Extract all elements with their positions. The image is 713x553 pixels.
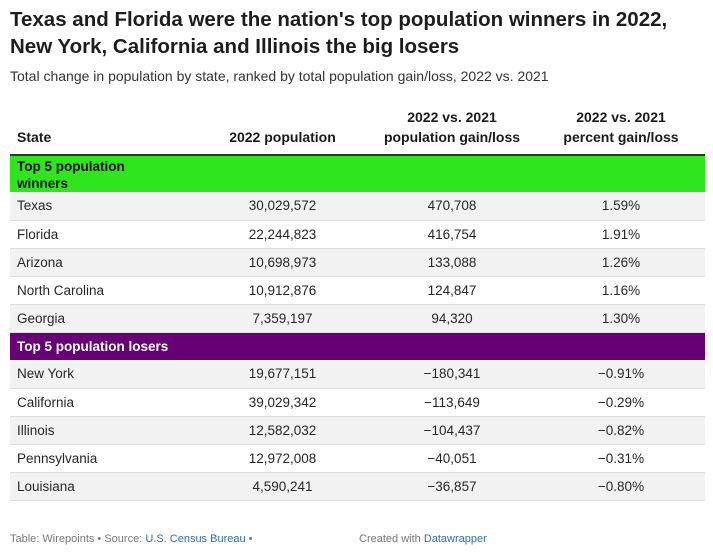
table-row: Pennsylvania 12,972,008 −40,051 −0.31%: [10, 444, 705, 473]
cell-percent: 1.26%: [537, 248, 705, 277]
table-row: Arizona 10,698,973 133,088 1.26%: [10, 248, 705, 277]
cell-gain-loss: 124,847: [367, 276, 537, 305]
cell-gain-loss: −104,437: [367, 416, 537, 445]
table-row: New York 19,677,151 −180,341 −0.91%: [10, 360, 705, 389]
cell-population: 39,029,342: [198, 388, 367, 417]
cell-percent: −0.80%: [537, 472, 705, 501]
table-row: North Carolina 10,912,876 124,847 1.16%: [10, 276, 705, 305]
cell-state: Texas: [10, 192, 198, 221]
cell-percent: −0.91%: [537, 360, 705, 389]
header-population[interactable]: 2022 population: [198, 107, 367, 156]
cell-population: 12,972,008: [198, 444, 367, 473]
cell-gain-loss: −180,341: [367, 360, 537, 389]
chart-title: Texas and Florida were the nation's top …: [10, 8, 668, 58]
cell-population: 30,029,572: [198, 192, 367, 221]
header-percent[interactable]: 2022 vs. 2021 percent gain/loss: [537, 107, 705, 156]
cell-percent: −0.29%: [537, 388, 705, 417]
cell-percent: 1.59%: [537, 192, 705, 221]
table-row: Texas 30,029,572 470,708 1.59%: [10, 192, 705, 221]
footer-suffix: •: [245, 533, 253, 545]
cell-gain-loss: 470,708: [367, 192, 537, 221]
header-row: State 2022 population 2022 vs. 2021 popu…: [10, 107, 705, 156]
footer-prefix: Table: Wirepoints • Source:: [10, 533, 146, 545]
table-row: California 39,029,342 −113,649 −0.29%: [10, 388, 705, 417]
cell-gain-loss: 416,754: [367, 220, 537, 249]
group-label: Top 5 population losers: [17, 338, 169, 354]
cell-state: California: [10, 388, 198, 417]
table-row: Georgia 7,359,197 94,320 1.30%: [10, 304, 705, 333]
population-table: State 2022 population 2022 vs. 2021 popu…: [10, 107, 705, 501]
chart-subtitle: Total change in population by state, ran…: [10, 68, 549, 84]
cell-population: 22,244,823: [198, 220, 367, 249]
table-row: Louisiana 4,590,241 −36,857 −0.80%: [10, 472, 705, 501]
table-row: Illinois 12,582,032 −104,437 −0.82%: [10, 416, 705, 445]
source-link[interactable]: U.S. Census Bureau: [145, 533, 246, 545]
cell-state: Pennsylvania: [10, 444, 198, 473]
cell-percent: 1.30%: [537, 304, 705, 333]
cell-state: New York: [10, 360, 198, 389]
cell-state: North Carolina: [10, 276, 198, 305]
cell-state: Georgia: [10, 304, 198, 333]
cell-percent: −0.82%: [537, 416, 705, 445]
cell-gain-loss: 133,088: [367, 248, 537, 277]
footer-source: Table: Wirepoints • Source: U.S. Census …: [10, 533, 253, 545]
cell-gain-loss: −113,649: [367, 388, 537, 417]
datawrapper-link[interactable]: Datawrapper: [423, 533, 487, 545]
table-body: Top 5 population winners Texas 30,029,572 4…: [10, 155, 705, 501]
cell-population: 19,677,151: [198, 360, 367, 389]
header-gain-loss[interactable]: 2022 vs. 2021 population gain/loss: [367, 107, 537, 156]
cell-state: Florida: [10, 220, 198, 249]
header-percent-line1: 2022 vs. 2021: [576, 109, 666, 125]
cell-state: Louisiana: [10, 472, 198, 501]
cell-gain-loss: −36,857: [367, 472, 537, 501]
cell-percent: 1.91%: [537, 220, 705, 249]
cell-population: 12,582,032: [198, 416, 367, 445]
cell-population: 4,590,241: [198, 472, 367, 501]
header-percent-line2: percent gain/loss: [563, 129, 679, 145]
header-state[interactable]: State: [10, 107, 198, 156]
cell-state: Arizona: [10, 248, 198, 277]
cell-percent: 1.16%: [537, 276, 705, 305]
group-row-losers: Top 5 population losers: [10, 332, 705, 360]
table-row: Florida 22,244,823 416,754 1.91%: [10, 220, 705, 249]
cell-gain-loss: −40,051: [367, 444, 537, 473]
header-gain-loss-line1: 2022 vs. 2021: [407, 109, 497, 125]
group-row-winners: Top 5 population winners: [10, 155, 705, 192]
footer-created-prefix: Created with: [359, 533, 424, 545]
cell-population: 7,359,197: [198, 304, 367, 333]
group-label: Top 5 population winners: [17, 159, 125, 191]
cell-state: Illinois: [10, 416, 198, 445]
cell-population: 10,912,876: [198, 276, 367, 305]
header-gain-loss-line2: population gain/loss: [383, 129, 521, 145]
cell-percent: −0.31%: [537, 444, 705, 473]
cell-gain-loss: 94,320: [367, 304, 537, 333]
footer-created: Created with Datawrapper: [359, 533, 487, 545]
cell-population: 10,698,973: [198, 248, 367, 277]
